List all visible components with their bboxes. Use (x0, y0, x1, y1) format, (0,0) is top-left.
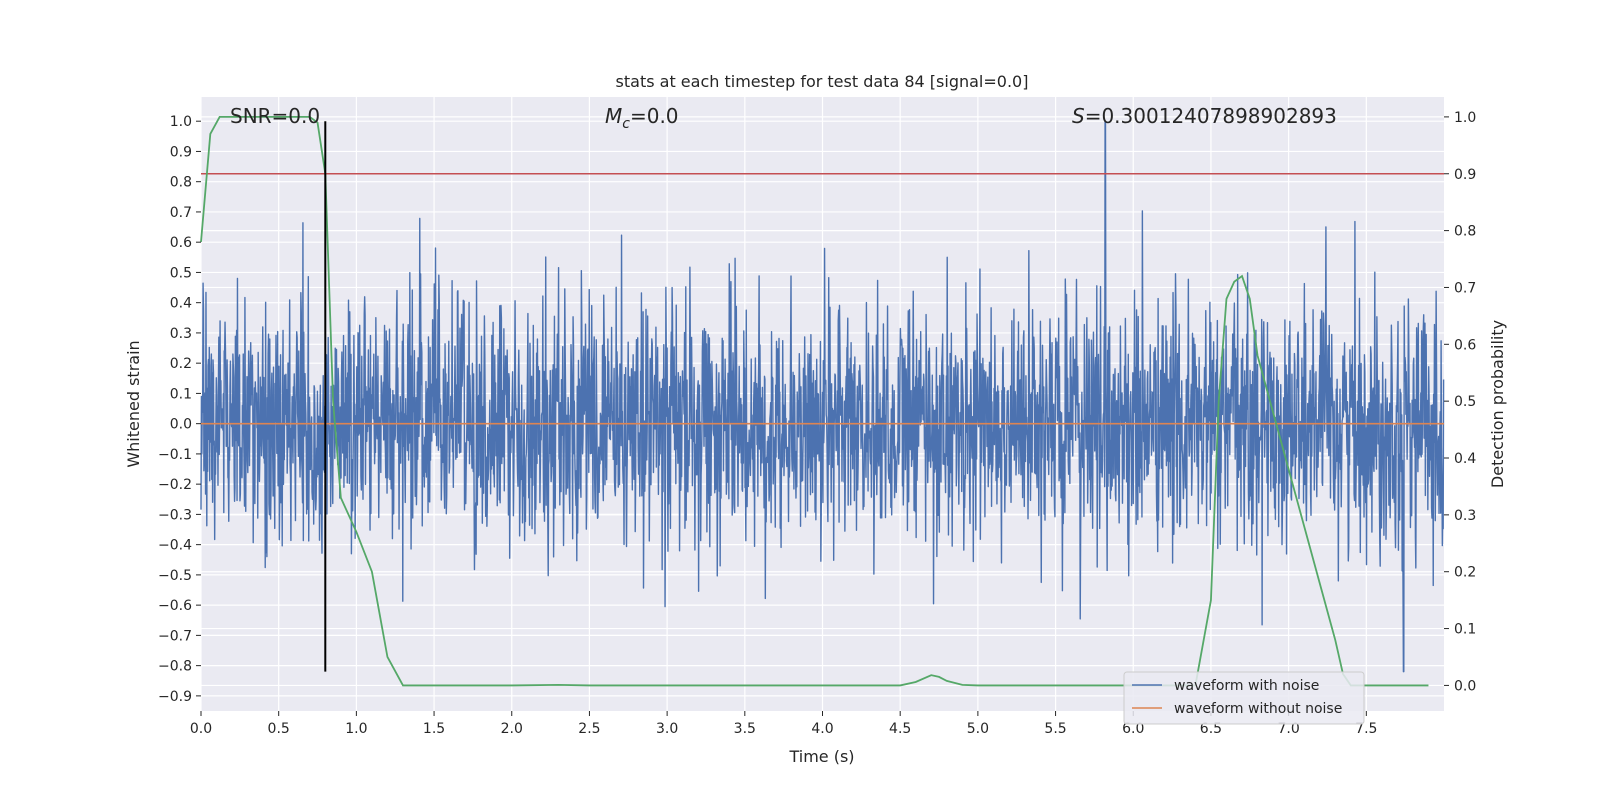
x-tick-label: 2.0 (501, 721, 523, 737)
y-right-tick-label: 0.5 (1454, 394, 1476, 410)
y-right-tick-label: 0.9 (1454, 167, 1476, 183)
x-tick-label: 7.5 (1355, 721, 1377, 737)
y-left-tick-label: −0.1 (158, 447, 192, 463)
x-tick-label: 1.0 (345, 721, 367, 737)
detection-probability-line (200, 116, 1429, 687)
waveform-with-noise-series (200, 120, 1445, 673)
x-tick-label: 0.5 (268, 721, 290, 737)
mc-annotation: Mc=0.0 (605, 104, 679, 132)
y-right-tick-label: 0.3 (1454, 508, 1476, 524)
y-left-tick-label: 0.2 (170, 356, 192, 372)
mc-symbol: M (605, 104, 622, 128)
y-left-tick-label: 0.0 (170, 417, 192, 433)
x-axis: 0.0 0.5 1.0 1.5 2.0 2.5 3.0 3.5 4.0 4.5 5.0 5.5 6.0 6… (190, 711, 1377, 737)
legend-label-clean: waveform without noise (1174, 701, 1342, 717)
legend-box (1123, 671, 1365, 725)
s-value: =0.30012407898902893 (1085, 104, 1337, 128)
y-right-tick-label: 0.8 (1454, 224, 1476, 240)
x-tick-label: 5.5 (1044, 721, 1066, 737)
y-right-tick-label: 0.2 (1454, 565, 1476, 581)
x-axis-label: Time (s) (788, 747, 854, 766)
y-left-tick-label: 0.6 (170, 235, 192, 251)
mc-value: =0.0 (630, 104, 679, 128)
x-tick-label: 6.5 (1200, 721, 1222, 737)
snr-annotation: SNR=0.0 (230, 104, 320, 128)
y-left-tick-label: 0.1 (170, 386, 192, 402)
y-left-tick-label: 1.0 (170, 114, 192, 130)
x-tick-label: 3.5 (734, 721, 756, 737)
y-right-tick-label: 0.1 (1454, 622, 1476, 638)
y-axis-left-label: Whitened strain (124, 340, 143, 467)
y-left-tick-label: −0.4 (158, 538, 192, 554)
x-tick-label: 6.0 (1122, 721, 1144, 737)
y-left-tick-label: 0.8 (170, 175, 192, 191)
x-tick-label: 1.5 (423, 721, 445, 737)
y-left-tick-label: −0.6 (158, 598, 192, 614)
chart-title: stats at each timestep for test data 84 … (616, 72, 1029, 91)
y-left-tick-label: −0.8 (158, 659, 192, 675)
y-left-tick-label: −0.7 (158, 628, 192, 644)
y-right-tick-label: 0.6 (1454, 337, 1476, 353)
y-left-tick-label: 0.9 (170, 144, 192, 160)
legend-label-noise: waveform with noise (1174, 678, 1319, 694)
y-left-tick-label: 0.4 (170, 296, 192, 312)
x-tick-label: 2.5 (578, 721, 600, 737)
y-right-tick-label: 0.4 (1454, 451, 1476, 467)
overlay-lines (200, 116, 1444, 687)
x-tick-label: 4.5 (889, 721, 911, 737)
x-tick-label: 0.0 (190, 721, 212, 737)
y-left-tick-label: −0.3 (158, 507, 192, 523)
y-axis-left: 1.0 0.9 0.8 0.7 0.6 0.5 0.4 0.3 0.2 0.1 0.0 −0.1 −0.… (158, 114, 201, 705)
y-right-tick-label: 1.0 (1454, 110, 1476, 126)
y-left-tick-label: 0.3 (170, 326, 192, 342)
x-tick-label: 4.0 (811, 721, 833, 737)
waveform-with-noise-line (200, 120, 1445, 673)
x-tick-label: 3.0 (656, 721, 678, 737)
x-tick-label: 5.0 (967, 721, 989, 737)
y-left-tick-label: −0.5 (158, 568, 192, 584)
y-left-tick-label: −0.2 (158, 477, 192, 493)
y-left-tick-label: −0.9 (158, 689, 192, 705)
y-left-tick-label: 0.7 (170, 205, 192, 221)
legend: waveform with noise waveform without noi… (1123, 671, 1365, 725)
y-right-tick-label: 0.7 (1454, 280, 1476, 296)
y-axis-right: 1.0 0.9 0.8 0.7 0.6 0.5 0.4 0.3 0.2 0.1 0.0 (1444, 110, 1476, 694)
s-annotation: S=0.30012407898902893 (1072, 104, 1337, 128)
mc-subscript: c (622, 116, 630, 132)
y-right-tick-label: 0.0 (1454, 678, 1476, 694)
y-left-tick-label: 0.5 (170, 265, 192, 281)
y-axis-right-label: Detection probability (1488, 320, 1507, 488)
s-symbol: S (1072, 104, 1085, 128)
x-tick-label: 7.0 (1277, 721, 1299, 737)
